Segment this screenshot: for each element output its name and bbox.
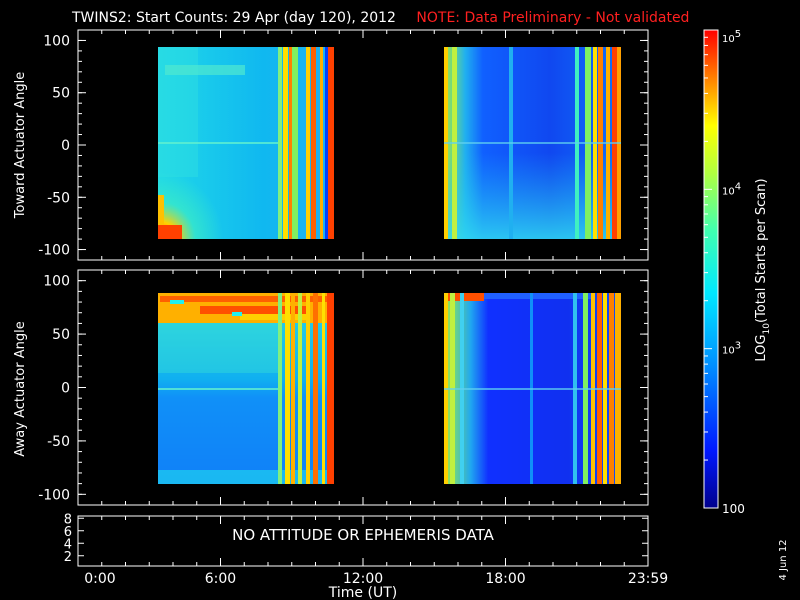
middle-heatmap-block-1	[158, 293, 334, 484]
top-ytick-label: 50	[52, 86, 70, 102]
middle-y-axis-label: Away Actuator Angle	[13, 321, 28, 456]
top-heatmap-block-1	[158, 47, 334, 239]
middle-ytick-label: -100	[38, 487, 70, 503]
top-y-axis-label: Toward Actuator Angle	[13, 72, 28, 219]
x-axis-label: Time (UT)	[328, 585, 397, 600]
title-text: TWINS2: Start Counts: 29 Apr (day 120), …	[71, 10, 396, 26]
bottom-ytick-label: 8	[64, 512, 72, 527]
middle-heatmap-block-2	[444, 293, 621, 484]
top-ytick-label: -100	[38, 243, 70, 259]
top-ytick-label: 0	[61, 138, 70, 154]
middle-panel: 100 50 0 -50 -100 Away Actuator Angle	[13, 269, 649, 506]
chart-title: TWINS2: Start Counts: 29 Apr (day 120), …	[71, 10, 689, 26]
colorbar-tick-label: 100	[722, 502, 745, 516]
top-y-axis: 100 50 0 -50 -100	[38, 33, 648, 259]
middle-ytick-label: -50	[47, 434, 70, 450]
x-tick-label: 23:59	[628, 571, 668, 587]
middle-y-axis: 100 50 0 -50 -100	[38, 274, 648, 503]
middle-ytick-label: 0	[61, 381, 70, 397]
colorbar-tick-label: 103	[722, 341, 741, 357]
date-stamp: 4 Jun 12	[778, 539, 789, 580]
x-tick-label: 18:00	[485, 571, 525, 587]
colorbar-tick-label: 105	[722, 29, 741, 45]
colorbar-tick-label: 104	[722, 181, 741, 197]
top-ytick-label: -50	[47, 190, 70, 206]
top-panel: 100 50 0 -50 -100 Toward Actuator Angle	[13, 29, 649, 261]
preliminary-note: NOTE: Data Preliminary - Not validated	[416, 10, 689, 26]
no-data-annotation: NO ATTITUDE OR EPHEMERIS DATA	[232, 526, 495, 544]
x-tick-label: 12:00	[343, 571, 383, 587]
colorbar: 105 104 103 100 LOG10(Total Starts per Scan…	[703, 29, 772, 516]
top-ytick-label: 100	[43, 33, 70, 49]
middle-ytick-label: 100	[43, 274, 70, 290]
colorbar-gradient	[703, 29, 719, 509]
bottom-ytick-label: 2	[64, 550, 72, 565]
colorbar-label: LOG10(Total Starts per Scan)	[754, 178, 772, 361]
x-tick-label: 6:00	[205, 571, 236, 587]
x-axis: 0:00 6:00 12:00 18:00 23:59	[84, 30, 668, 587]
bottom-ytick-label: 4	[64, 537, 72, 552]
bottom-panel-frame	[77, 515, 649, 567]
x-tick-label: 0:00	[84, 571, 115, 587]
top-heatmap-block-2	[444, 47, 621, 239]
bottom-ytick-label: 6	[64, 525, 72, 540]
colorbar-ticks: 105 104 103 100	[704, 29, 745, 516]
middle-ytick-label: 50	[52, 327, 70, 343]
